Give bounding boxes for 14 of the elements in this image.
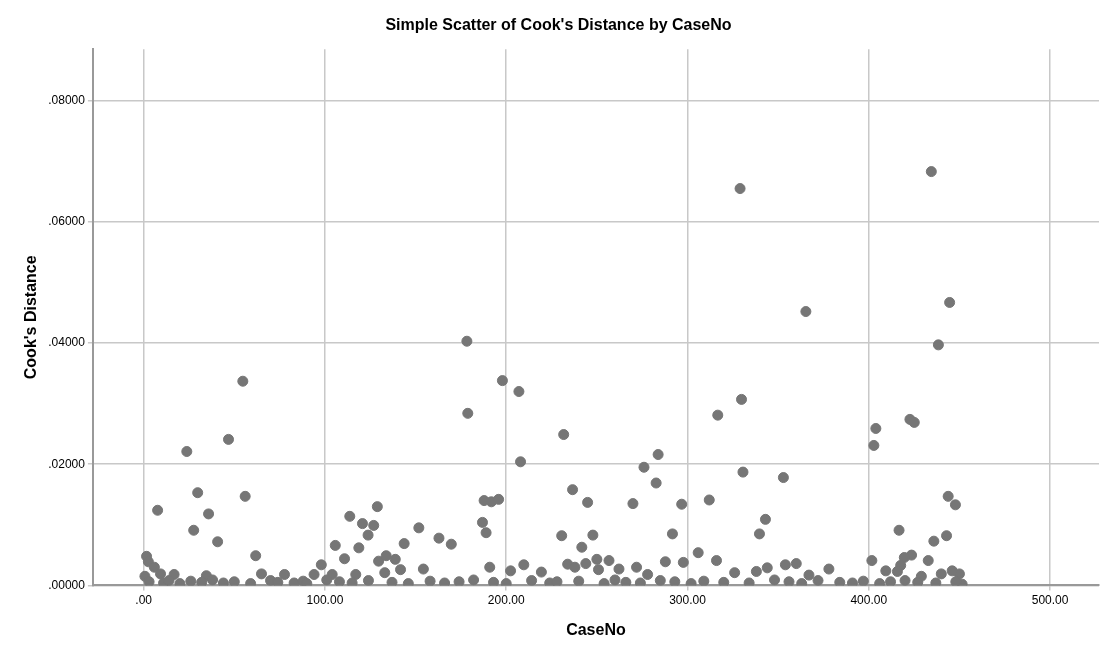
y-tick-label: .06000 bbox=[48, 214, 86, 229]
y-tick-label: .08000 bbox=[48, 93, 86, 108]
x-tick-label: .00 bbox=[135, 592, 153, 607]
x-tick-label: 500.00 bbox=[1031, 592, 1069, 607]
y-tick-label: .00000 bbox=[48, 577, 86, 592]
x-tick-label: 200.00 bbox=[487, 592, 525, 607]
chart-title: Simple Scatter of Cook's Distance by CaseNo bbox=[385, 16, 732, 34]
y-tick-label: .04000 bbox=[48, 335, 86, 350]
x-tick-label: 100.00 bbox=[306, 592, 344, 607]
x-tick-label: 400.00 bbox=[850, 592, 888, 607]
y-axis-title: Cook's Distance bbox=[22, 255, 40, 380]
x-axis-title: CaseNo bbox=[566, 620, 626, 638]
x-tick-label: 300.00 bbox=[669, 592, 707, 607]
y-tick-label: .02000 bbox=[48, 456, 86, 471]
